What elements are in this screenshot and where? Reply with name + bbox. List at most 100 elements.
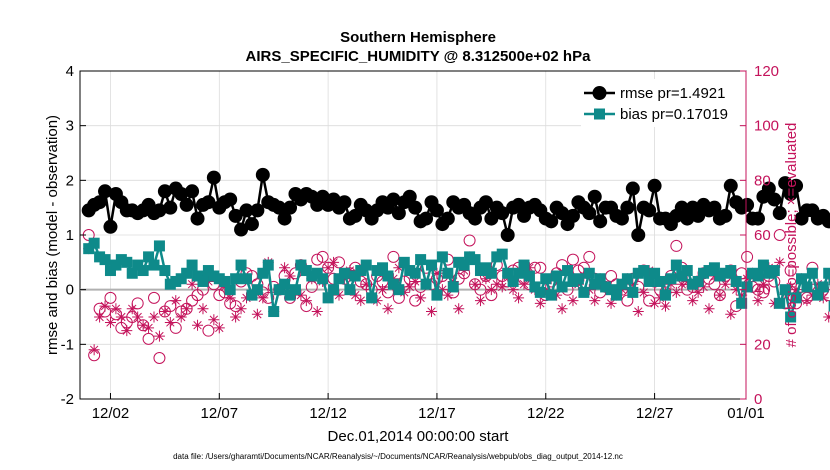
bias-point [736,297,748,309]
bias-point [289,284,301,296]
bias-point [360,259,372,271]
obs-evaluated-point [279,262,291,274]
obs-evaluated-point [687,295,699,307]
bias-point [159,265,171,277]
rmse-point [408,200,423,215]
bias-point [779,284,791,296]
obs-evaluated-point [453,303,465,315]
rmse-point [391,206,406,221]
bias-point [153,240,165,252]
series-bias [83,237,830,323]
rmse-point [152,203,167,218]
rmse-point [555,206,570,221]
rmse-point [500,228,515,242]
obs-evaluated-point [170,295,182,307]
rmse-point [761,181,776,196]
rmse-point [478,195,493,210]
obs-evaluated-point [730,284,742,296]
bias-point [88,237,100,249]
bias-point [534,286,546,298]
bias-point [572,273,584,285]
obs-evaluated-point [88,344,100,356]
rmse-point [680,211,695,226]
rmse-point [625,181,640,196]
bias-point [507,275,519,287]
bias-point [485,267,497,279]
legend-rmse-marker [592,86,607,100]
obs-possible-point [311,253,324,266]
bias-point [415,254,427,266]
obs-evaluated-point [491,278,503,290]
obs-evaluated-point [132,311,144,323]
obs-evaluated-point [589,295,601,307]
y-axis-ticks: -2 -1 0 1 2 3 4 [61,63,86,408]
bias-point [643,275,655,287]
obs-evaluated-point [143,322,155,334]
obs-evaluated-point [328,256,340,268]
rmse-point [565,208,580,223]
obs-evaluated-point [670,286,682,298]
y-right-tick-label: 40 [754,282,771,299]
rmse-point [206,170,221,185]
obs-evaluated-point [518,278,530,290]
rmse-point [337,195,352,210]
bias-point [420,278,432,290]
bias-point [436,251,448,263]
obs-evaluated-point [736,289,748,301]
obs-evaluated-point [801,295,813,307]
bias-point [523,270,535,282]
obs-evaluated-point [382,303,394,315]
obs-possible-point [583,250,596,263]
obs-evaluated-point [556,303,568,315]
bias-point [562,265,574,277]
bias-point [806,267,818,279]
obs-evaluated-point [181,303,193,315]
obs-possible-point [387,250,400,263]
bias-point [224,284,236,296]
obs-evaluated-point [649,297,661,309]
series-rmse [81,167,830,242]
bias-point [366,292,378,304]
obs-evaluated-point [703,303,715,315]
rmse-point [402,189,417,204]
obs-possible-point [463,234,476,247]
rmse-point [201,195,216,210]
rmse-point [185,184,200,199]
rmse-point [429,203,444,218]
rmse-point [723,178,738,193]
obs-evaluated-point [725,308,737,320]
bias-point [121,256,133,268]
bias-point [545,289,557,301]
obs-evaluated-point [322,262,334,274]
obs-evaluated-point [126,303,138,315]
obs-possible-point [566,253,579,266]
rmse-point [163,200,178,215]
obs-evaluated-point [496,281,508,293]
x-tick-label: 12/02 [92,405,130,422]
obs-evaluated-point [99,300,111,312]
y-tick-label: 4 [66,63,74,80]
bias-point [143,251,155,263]
obs-possible-point [670,239,683,252]
obs-possible-point [605,270,618,282]
rmse-point [620,200,635,215]
y-right-tick-label: 20 [754,336,771,353]
rmse-point [157,184,172,199]
bias-point [540,273,552,285]
bias-point [725,265,737,277]
obs-evaluated-point [224,292,236,304]
obs-evaluated-point [632,306,644,318]
bias-point [382,270,394,282]
obs-evaluated-point [719,278,731,290]
obs-evaluated-point [110,303,122,315]
legend-box [581,79,739,127]
bias-point [496,248,508,260]
y-tick-label: 3 [66,118,74,135]
rmse-point [272,200,287,215]
obs-possible-point [142,332,155,345]
obs-evaluated-point [605,297,617,309]
bias-point [583,267,595,279]
bias-point [268,306,280,318]
obs-possible-point [784,264,797,277]
obs-evaluated-point [774,256,786,268]
